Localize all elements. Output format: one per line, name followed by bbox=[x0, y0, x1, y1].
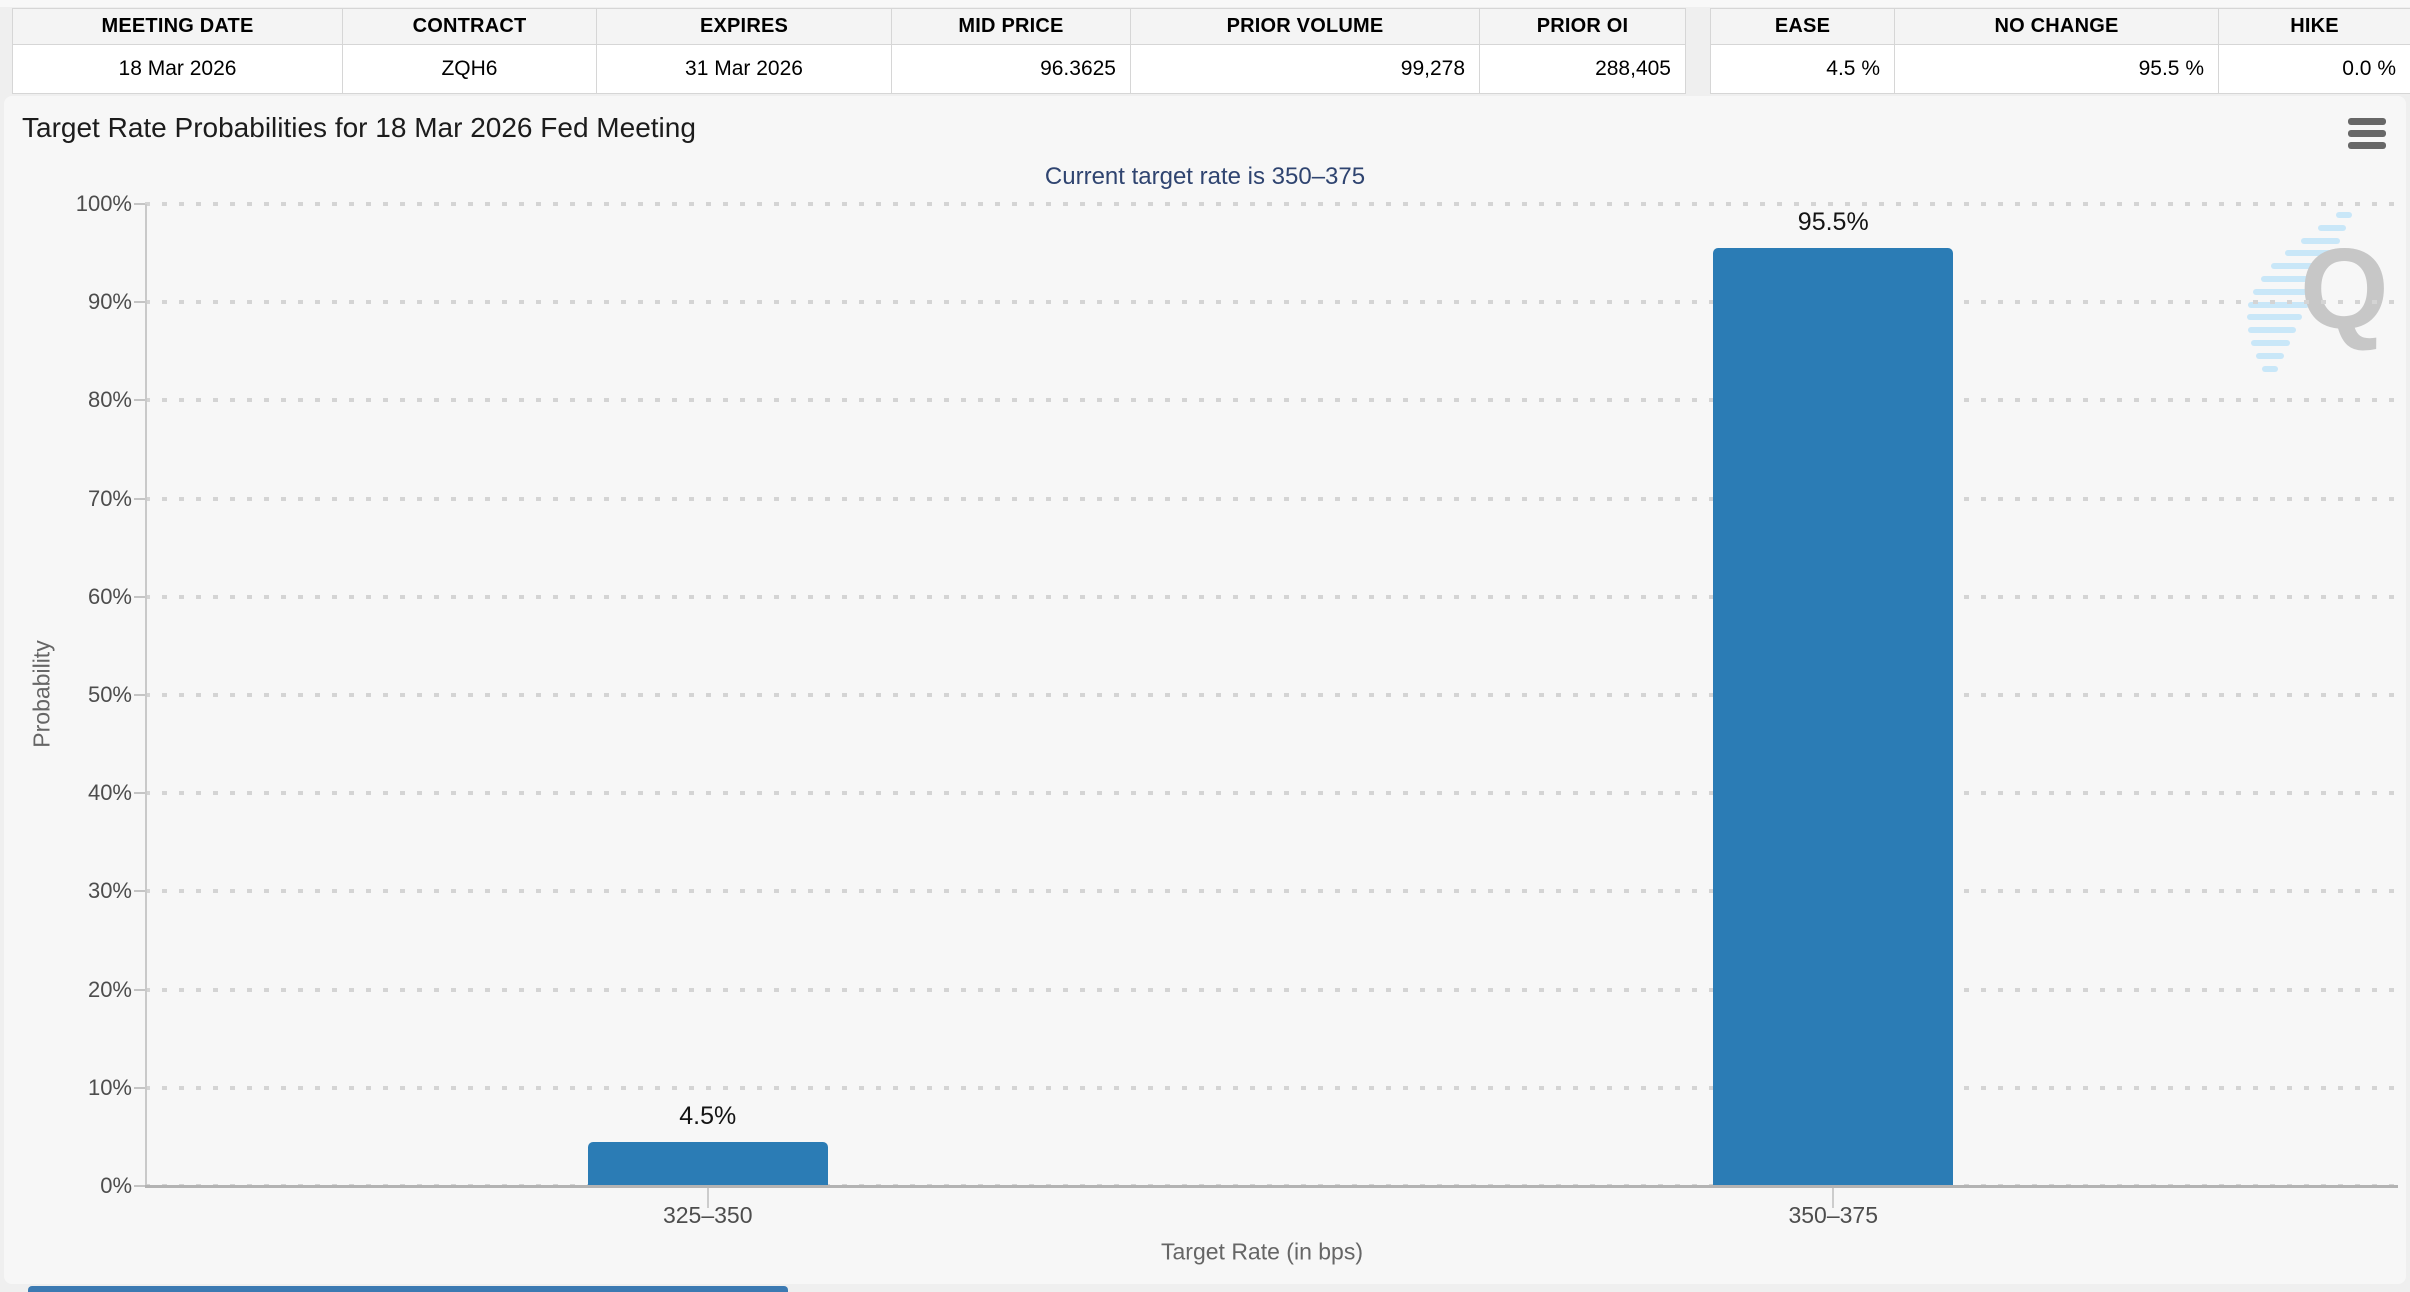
watermark-stripe bbox=[2252, 288, 2315, 295]
y-gridline bbox=[145, 398, 2396, 403]
bar-value-label: 95.5% bbox=[1797, 208, 1869, 237]
header-cell: HIKE bbox=[2218, 8, 2410, 45]
menu-bar bbox=[2348, 130, 2386, 137]
value-cell: 95.5 % bbox=[1894, 44, 2219, 94]
watermark-stripe bbox=[2300, 237, 2340, 244]
y-gridline bbox=[145, 693, 2396, 697]
watermark-stripe bbox=[2251, 340, 2290, 346]
chart-title: Target Rate Probabilities for 18 Mar 202… bbox=[22, 112, 696, 143]
y-axis-tick bbox=[134, 203, 145, 205]
top-edge-strip bbox=[0, 0, 2410, 7]
y-tick-label: 100% bbox=[75, 191, 132, 216]
rate-action-table: EASE NO CHANGE HIKE 4.5 % 95.5 % 0.0 % bbox=[1710, 8, 2410, 94]
y-axis-tick bbox=[134, 694, 145, 696]
y-tick-label: 40% bbox=[87, 780, 132, 806]
watermark-stripe bbox=[2246, 314, 2303, 321]
y-axis-tick bbox=[134, 1185, 145, 1187]
watermark-stripe bbox=[2247, 327, 2297, 334]
y-axis-tick bbox=[134, 792, 145, 795]
header-cell: CONTRACT bbox=[342, 8, 597, 45]
watermark-stripe bbox=[2284, 250, 2334, 257]
probability-bar[interactable] bbox=[587, 1141, 828, 1186]
y-tick-label: 10% bbox=[87, 1074, 132, 1100]
watermark-stripe bbox=[2317, 224, 2346, 231]
value-cell: 99,278 bbox=[1130, 44, 1480, 94]
watermark-stripe bbox=[2261, 365, 2278, 372]
value-cell: 18 Mar 2026 bbox=[12, 44, 343, 94]
y-gridline bbox=[145, 496, 2396, 501]
value-cell: 0.0 % bbox=[2218, 44, 2410, 94]
value-cell: 31 Mar 2026 bbox=[596, 44, 892, 94]
contract-table-value-row: 18 Mar 2026 ZQH6 31 Mar 2026 96.3625 99,278 2… bbox=[12, 44, 1686, 94]
watermark-stripe bbox=[2255, 352, 2284, 359]
x-category-tick bbox=[706, 1186, 709, 1208]
header-cell: EASE bbox=[1710, 8, 1895, 45]
chart-menu-icon[interactable] bbox=[2348, 118, 2388, 154]
y-tick-label: 80% bbox=[87, 387, 132, 413]
contract-table-header-row: MEETING DATE CONTRACT EXPIRES MID PRICE PRIO… bbox=[12, 8, 1686, 45]
y-tick-label: 50% bbox=[87, 682, 132, 707]
partial-bar-below-fold bbox=[28, 1286, 788, 1292]
x-category-tick bbox=[1832, 1186, 1835, 1208]
value-cell: 96.3625 bbox=[891, 44, 1131, 94]
y-axis-tick bbox=[134, 988, 145, 991]
contract-info-table: MEETING DATE CONTRACT EXPIRES MID PRICE PRIO… bbox=[12, 8, 1686, 94]
menu-bar bbox=[2348, 118, 2386, 125]
y-gridline bbox=[145, 1085, 2396, 1090]
y-axis-tick bbox=[134, 301, 145, 304]
y-gridline bbox=[145, 594, 2396, 599]
watermark-stripe bbox=[2271, 263, 2328, 270]
y-tick-label: 0% bbox=[100, 1173, 132, 1198]
y-tick-label: 70% bbox=[87, 485, 132, 511]
chart-panel bbox=[4, 96, 2406, 1284]
header-cell: PRIOR VOLUME bbox=[1130, 8, 1480, 45]
chart-subtitle: Current target rate is 350–375 bbox=[1044, 163, 1366, 190]
y-gridline bbox=[145, 300, 2396, 305]
action-table-header-row: EASE NO CHANGE HIKE bbox=[1710, 8, 2410, 45]
watermark-stripe bbox=[2260, 276, 2321, 282]
header-cell: MEETING DATE bbox=[12, 8, 343, 45]
probability-bar[interactable] bbox=[1713, 248, 1954, 1186]
header-cell: EXPIRES bbox=[596, 8, 892, 45]
value-cell: 288,405 bbox=[1479, 44, 1686, 94]
value-cell: 4.5 % bbox=[1710, 44, 1895, 94]
header-cell: MID PRICE bbox=[891, 8, 1131, 45]
x-axis-title: Target Rate (in bps) bbox=[1161, 1238, 1363, 1265]
bar-value-label: 4.5% bbox=[679, 1101, 737, 1130]
y-tick-label: 90% bbox=[87, 289, 132, 315]
y-axis-title: Probability bbox=[28, 640, 55, 748]
y-axis-tick bbox=[134, 399, 145, 402]
y-tick-label: 60% bbox=[87, 583, 132, 609]
header-cell: NO CHANGE bbox=[1894, 8, 2219, 45]
y-tick-label: 30% bbox=[87, 878, 132, 904]
y-gridline bbox=[145, 202, 2396, 206]
y-gridline bbox=[145, 889, 2396, 894]
y-axis-tick bbox=[134, 497, 145, 500]
value-cell: ZQH6 bbox=[342, 44, 597, 94]
y-tick-label: 20% bbox=[87, 976, 132, 1002]
x-axis-line bbox=[145, 1185, 2398, 1188]
watermark-stripe bbox=[2248, 301, 2309, 308]
quikstrike-q-letter: Q bbox=[2300, 226, 2389, 353]
y-axis-tick bbox=[134, 1086, 145, 1089]
y-axis-tick bbox=[134, 595, 145, 598]
x-category-label: 325–350 bbox=[662, 1202, 753, 1228]
y-gridline bbox=[145, 791, 2396, 796]
menu-bar bbox=[2348, 142, 2386, 149]
action-table-value-row: 4.5 % 95.5 % 0.0 % bbox=[1710, 44, 2410, 94]
y-gridline bbox=[145, 987, 2396, 992]
y-axis-tick bbox=[134, 890, 145, 893]
watermark-stripe bbox=[2336, 212, 2352, 218]
y-axis-line bbox=[145, 204, 147, 1186]
x-category-label: 350–375 bbox=[1788, 1202, 1879, 1228]
header-cell: PRIOR OI bbox=[1479, 8, 1686, 45]
